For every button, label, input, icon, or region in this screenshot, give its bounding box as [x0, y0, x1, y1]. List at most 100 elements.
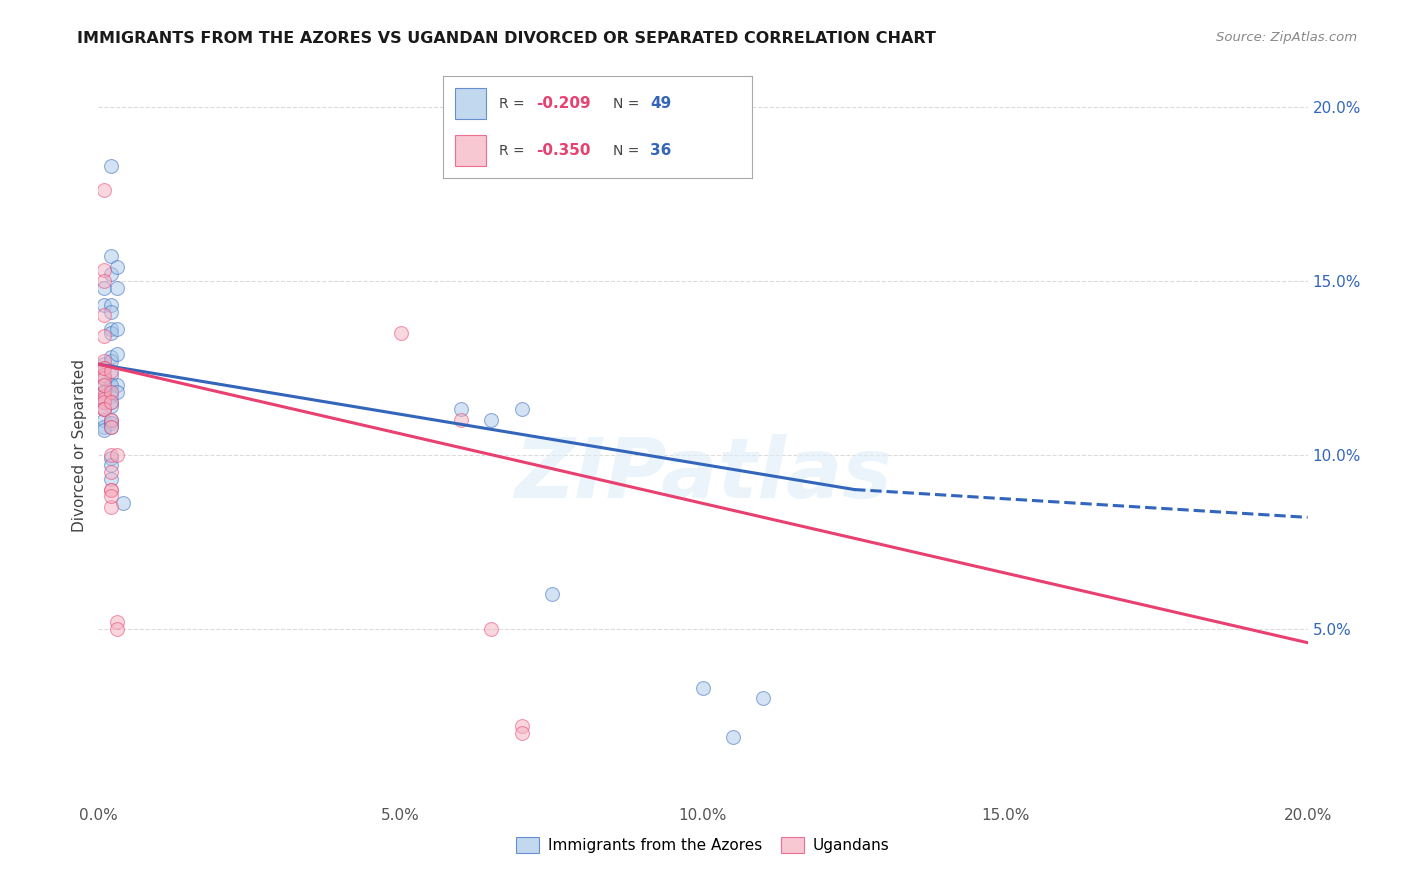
Point: [100, 368, 122, 382]
Point: [93, 274, 115, 288]
Point: [100, 249, 122, 263]
Point: [752, 691, 775, 706]
Point: [93, 371, 115, 385]
Point: [105, 347, 128, 361]
Y-axis label: Divorced or Separated: Divorced or Separated: [72, 359, 87, 533]
Point: [100, 417, 122, 431]
Point: [100, 385, 122, 400]
Text: 49: 49: [650, 96, 672, 111]
Point: [93, 413, 115, 427]
Point: [540, 587, 562, 601]
Point: [93, 378, 115, 392]
Point: [100, 420, 122, 434]
Point: [389, 326, 412, 340]
Point: [510, 726, 533, 740]
Point: [510, 402, 533, 417]
Point: [93, 388, 115, 402]
Point: [111, 496, 134, 510]
Point: [105, 385, 128, 400]
Point: [100, 159, 122, 173]
Point: [93, 420, 115, 434]
Point: [100, 353, 122, 368]
Point: [100, 378, 122, 392]
Point: [93, 392, 115, 406]
Point: [100, 451, 122, 466]
Point: [100, 483, 122, 497]
Point: [510, 719, 533, 733]
Point: [692, 681, 714, 695]
Point: [450, 402, 472, 417]
Point: [100, 267, 122, 281]
Point: [93, 353, 115, 368]
Point: [100, 326, 122, 340]
Point: [105, 260, 128, 274]
Point: [93, 263, 115, 277]
Point: [93, 402, 115, 417]
Point: [93, 402, 115, 417]
Point: [100, 458, 122, 472]
Point: [93, 378, 115, 392]
Text: -0.350: -0.350: [536, 144, 591, 158]
Point: [93, 360, 115, 375]
Point: [105, 615, 128, 629]
Point: [105, 322, 128, 336]
Point: [100, 298, 122, 312]
Point: [100, 322, 122, 336]
Text: R =: R =: [499, 144, 529, 158]
Point: [93, 395, 115, 409]
Point: [93, 183, 115, 197]
Point: [100, 465, 122, 479]
Point: [93, 402, 115, 417]
Point: [100, 500, 122, 514]
Point: [100, 395, 122, 409]
Point: [100, 388, 122, 402]
Point: [100, 472, 122, 486]
Text: ZIPatlas: ZIPatlas: [515, 434, 891, 515]
Point: [481, 622, 503, 636]
Text: R =: R =: [499, 96, 529, 111]
Point: [450, 413, 472, 427]
Point: [100, 305, 122, 319]
Point: [100, 378, 122, 392]
Point: [100, 399, 122, 413]
Point: [93, 360, 115, 375]
Point: [105, 448, 128, 462]
Point: [100, 385, 122, 400]
Point: [93, 298, 115, 312]
Point: [100, 420, 122, 434]
Text: 36: 36: [650, 144, 672, 158]
Point: [481, 413, 503, 427]
Point: [93, 385, 115, 400]
Point: [100, 490, 122, 504]
Text: N =: N =: [613, 96, 644, 111]
Point: [723, 730, 745, 744]
Point: [100, 413, 122, 427]
Point: [93, 385, 115, 400]
Text: Source: ZipAtlas.com: Source: ZipAtlas.com: [1216, 31, 1357, 45]
Point: [93, 329, 115, 343]
Text: N =: N =: [613, 144, 644, 158]
Point: [93, 357, 115, 371]
Bar: [456, 88, 486, 119]
Point: [93, 371, 115, 385]
Point: [93, 395, 115, 409]
Point: [93, 368, 115, 382]
Text: IMMIGRANTS FROM THE AZORES VS UGANDAN DIVORCED OR SEPARATED CORRELATION CHART: IMMIGRANTS FROM THE AZORES VS UGANDAN DI…: [77, 31, 936, 46]
Point: [100, 350, 122, 364]
Point: [105, 622, 128, 636]
Point: [93, 395, 115, 409]
Point: [100, 413, 122, 427]
Bar: [456, 136, 486, 166]
Point: [100, 364, 122, 378]
Legend: Immigrants from the Azores, Ugandans: Immigrants from the Azores, Ugandans: [510, 831, 896, 859]
Point: [93, 280, 115, 294]
Point: [93, 392, 115, 406]
Text: -0.209: -0.209: [536, 96, 591, 111]
Point: [100, 448, 122, 462]
Point: [100, 395, 122, 409]
Point: [105, 280, 128, 294]
Point: [93, 309, 115, 323]
Point: [105, 378, 128, 392]
Point: [100, 483, 122, 497]
Point: [93, 423, 115, 437]
